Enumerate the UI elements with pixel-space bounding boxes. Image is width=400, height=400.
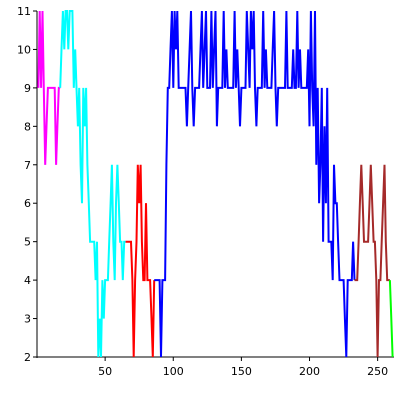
y-tick-label: 2 [24, 351, 31, 364]
series-line-5 [354, 164, 390, 358]
x-tick-label: 100 [163, 365, 184, 378]
series-line-4 [154, 10, 356, 358]
y-tick-label: 7 [24, 159, 31, 172]
series-line-6 [388, 280, 394, 358]
series-line-3 [125, 164, 156, 358]
series-line-1 [37, 10, 61, 165]
y-tick-label: 11 [17, 5, 31, 18]
y-tick-label: 6 [24, 197, 31, 210]
y-tick-label: 10 [17, 43, 31, 56]
x-tick-label: 50 [98, 365, 112, 378]
x-tick-label: 150 [231, 365, 252, 378]
y-tick-label: 5 [24, 236, 31, 249]
y-tick-label: 8 [24, 120, 31, 133]
y-tick-label: 4 [24, 274, 31, 287]
x-tick-label: 250 [367, 365, 388, 378]
x-tick-label: 200 [299, 365, 320, 378]
series-line-2 [59, 10, 126, 358]
y-tick-label: 3 [24, 313, 31, 326]
y-tick-label: 9 [24, 82, 31, 95]
